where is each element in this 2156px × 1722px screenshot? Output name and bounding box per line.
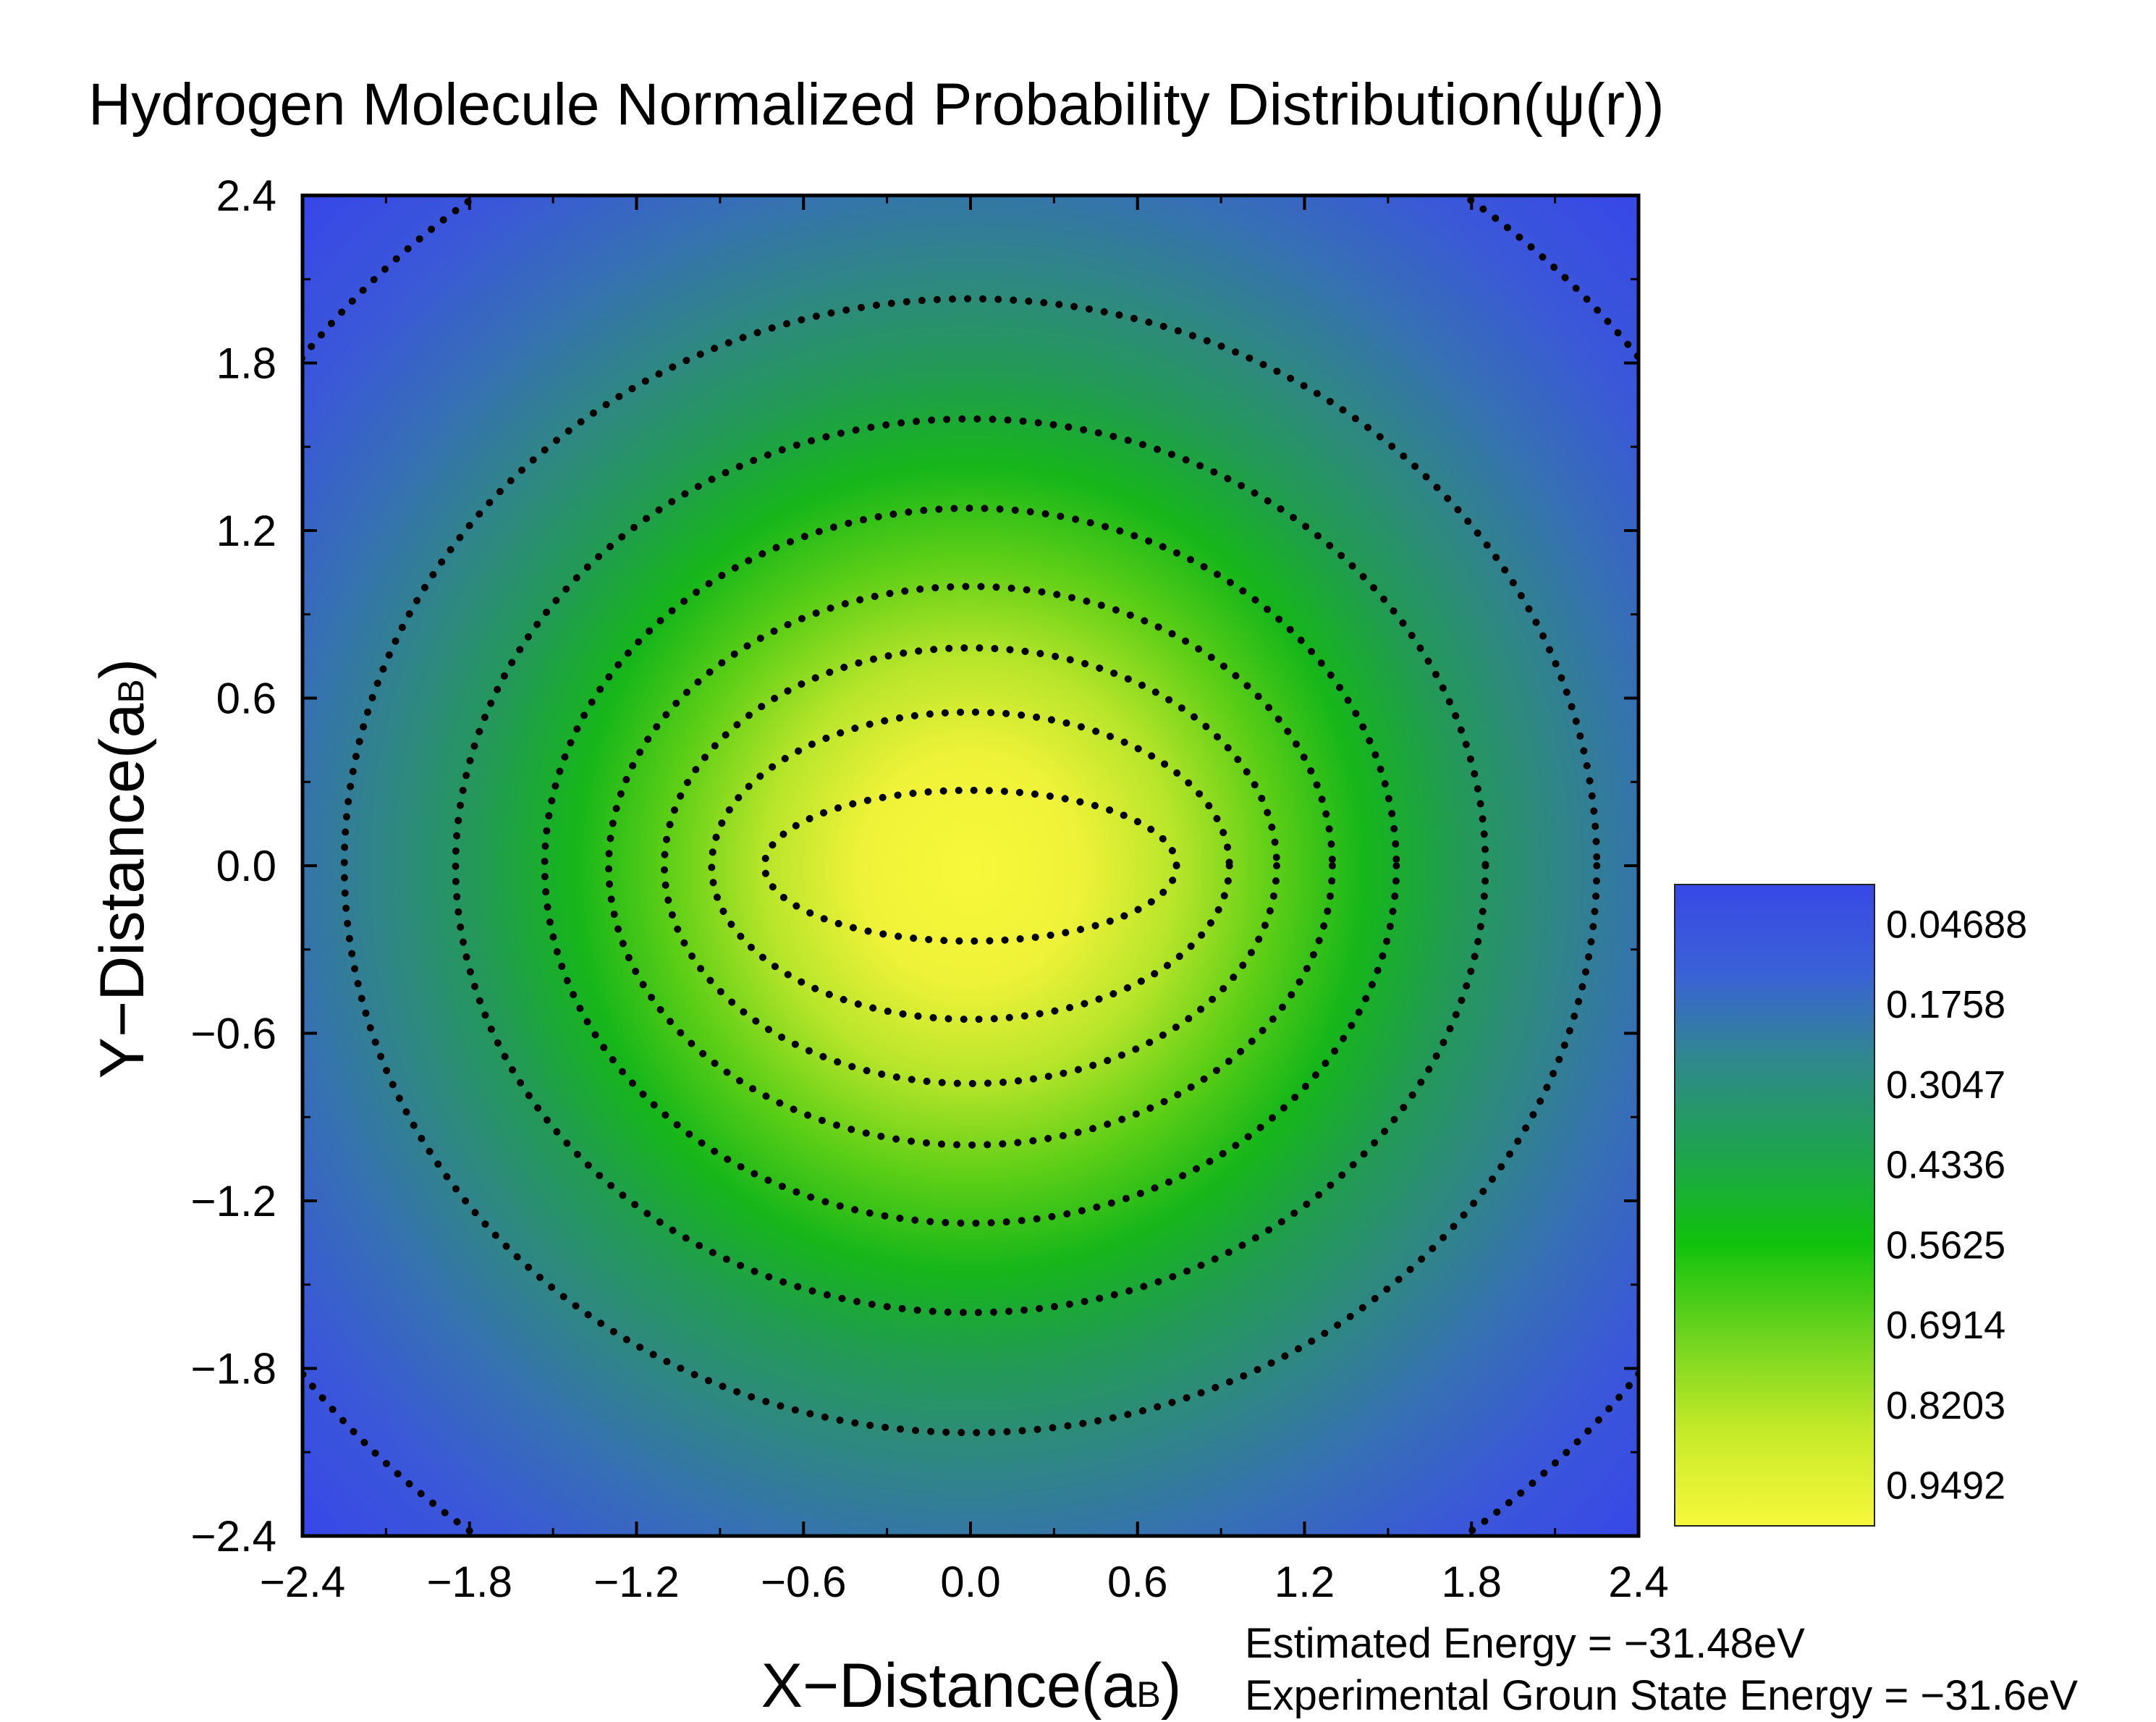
contour-line <box>660 644 1281 1087</box>
contour-line <box>605 583 1336 1149</box>
contour-line <box>708 708 1233 1024</box>
colorbar-label: 0.3047 <box>1886 1063 2005 1107</box>
x-tick-label: 0.0 <box>940 1558 1000 1606</box>
y-axis-title: Y−Distance(aB) <box>88 659 157 1079</box>
contour-line <box>452 415 1489 1317</box>
chart-title: Hydrogen Molecule Normalized Probability… <box>88 72 1665 138</box>
y-axis-title-main: Y−Distance(a <box>88 704 157 1079</box>
y-tick-label: 1.2 <box>216 507 276 555</box>
y-axis-title-sub: B <box>111 679 151 703</box>
contour-line <box>541 505 1400 1227</box>
plot-area <box>303 195 1639 1536</box>
x-axis-title-sub: B <box>1136 1674 1160 1715</box>
x-axis-title-main: X−Distance(a <box>761 1651 1137 1721</box>
x-tick-label: −2.4 <box>260 1558 345 1606</box>
y-tick-label: 0.0 <box>216 842 276 890</box>
colorbar-label: 0.04688 <box>1886 903 2027 946</box>
colorbar: 0.04688 0.1758 0.3047 0.4336 0.5625 0.6914 0.8… <box>1674 884 2027 1527</box>
annotation-estimated-energy: Estimated Energy = −31.48eV <box>1245 1620 1805 1667</box>
colorbar-gradient <box>1675 885 1874 1526</box>
colorbar-label: 0.4336 <box>1886 1144 2005 1187</box>
x-tick-label: 1.8 <box>1442 1558 1502 1606</box>
x-tick-label: −0.6 <box>761 1558 846 1606</box>
y-axis: 2.4 1.8 1.2 0.6 0.0 −0.6 −1.2 −1.8 −2.4 <box>191 172 1639 1561</box>
x-tick-label: 0.6 <box>1107 1558 1167 1606</box>
colorbar-frame <box>1674 884 1875 1527</box>
colorbar-label: 0.1758 <box>1886 983 2005 1026</box>
x-axis-title: X−Distance(aB) <box>761 1651 1182 1721</box>
colorbar-label: 0.6914 <box>1886 1304 2005 1347</box>
x-tick-label: 2.4 <box>1608 1558 1668 1606</box>
probability-field <box>303 195 1639 1536</box>
x-tick-label: −1.8 <box>427 1558 512 1606</box>
y-tick-label: 2.4 <box>216 172 276 220</box>
colorbar-label: 0.9492 <box>1886 1464 2005 1508</box>
y-tick-label: −2.4 <box>191 1512 276 1561</box>
y-tick-label: 1.8 <box>216 339 276 388</box>
contour-lines <box>303 195 1639 1536</box>
x-tick-label: −1.2 <box>593 1558 679 1606</box>
colorbar-label: 0.8203 <box>1886 1384 2005 1427</box>
colorbar-labels: 0.04688 0.1758 0.3047 0.4336 0.5625 0.6914 0.8… <box>1886 903 2027 1507</box>
y-axis-title-close: ) <box>88 659 157 680</box>
contour-line <box>340 295 1601 1437</box>
contour-line <box>761 786 1180 945</box>
annotation-experimental-energy: Experimental Groun State Energy = −31.6e… <box>1245 1672 2078 1719</box>
y-tick-label: 0.6 <box>216 675 276 723</box>
colorbar-label: 0.5625 <box>1886 1223 2005 1267</box>
x-tick-label: 1.2 <box>1274 1558 1335 1606</box>
x-axis-title-close: ) <box>1161 1651 1182 1721</box>
y-tick-label: −1.8 <box>191 1345 276 1393</box>
x-axis: −2.4 −1.8 −1.2 −0.6 0.0 0.6 1.2 1.8 2.4 <box>260 195 1669 1606</box>
y-tick-label: −1.2 <box>191 1177 276 1225</box>
y-tick-label: −0.6 <box>191 1010 276 1058</box>
